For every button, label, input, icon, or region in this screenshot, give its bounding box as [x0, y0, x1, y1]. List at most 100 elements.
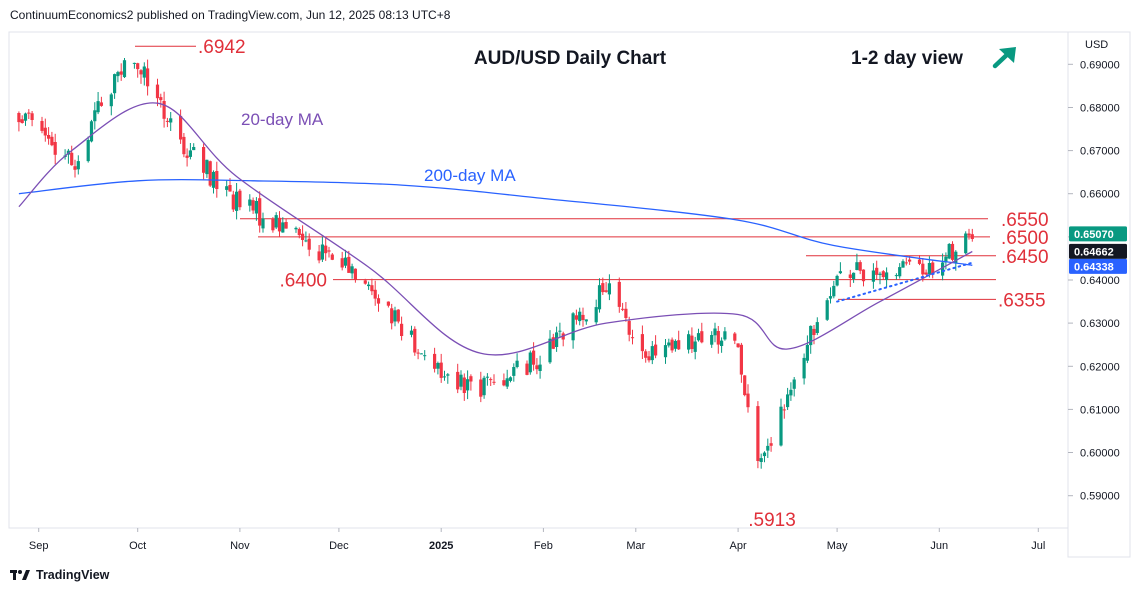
candle-144	[677, 330, 681, 350]
candle-205	[964, 231, 968, 255]
candle-45	[225, 180, 229, 197]
candle-197	[924, 269, 928, 275]
candle-16	[89, 119, 94, 143]
candle-143	[673, 339, 677, 352]
candle-65	[317, 245, 321, 264]
y-tick-2: 0.67000	[1080, 146, 1120, 158]
candle-138	[650, 341, 654, 365]
candle-129	[607, 274, 611, 301]
candle-52	[254, 197, 258, 221]
candle-108	[512, 363, 516, 382]
level-label-4: .6400	[279, 271, 327, 292]
candle-85	[409, 325, 414, 338]
candle-56	[274, 212, 278, 229]
candle-77	[370, 278, 374, 296]
candle-38	[188, 143, 192, 160]
candle-28	[142, 62, 146, 86]
level-label-5: .6355	[998, 290, 1046, 311]
candle-96	[459, 370, 463, 391]
candle-50	[248, 194, 252, 212]
candle-149	[700, 322, 704, 344]
candle-58	[281, 217, 285, 233]
time-axis[interactable]: Sep Oct Nov Dec 2025 Feb Mar Apr May Jun Jul	[29, 528, 1045, 552]
x-tick-0: Sep	[29, 540, 49, 552]
y-tick-5: 0.64000	[1080, 275, 1120, 287]
candle-87	[416, 349, 420, 360]
candle-148	[696, 328, 701, 342]
candle-130	[617, 277, 621, 313]
candle-32	[162, 91, 166, 128]
candle-12	[70, 145, 74, 166]
candle-30	[155, 78, 160, 107]
candle-93	[442, 370, 447, 381]
candle-188	[881, 270, 885, 280]
candle-24	[122, 58, 127, 78]
candle-142	[670, 337, 674, 353]
candle-47	[231, 190, 235, 212]
candle-18	[96, 92, 100, 115]
candle-170	[802, 353, 806, 385]
candle-150	[710, 331, 714, 348]
support-trendline	[836, 261, 974, 303]
candle-6	[43, 118, 47, 142]
candle-62	[301, 225, 305, 247]
candle-22	[116, 70, 120, 83]
candle-174	[815, 317, 819, 336]
candle-49	[238, 188, 242, 211]
candle-187	[878, 271, 882, 285]
x-tick-3: Dec	[329, 540, 349, 552]
candle-51	[251, 197, 255, 214]
candle-120	[571, 312, 575, 349]
ma200-label: 200-day MA	[424, 166, 516, 185]
candle-73	[350, 263, 354, 279]
level-label-3: .6450	[1001, 247, 1049, 268]
candle-118	[558, 322, 562, 338]
candle-161	[759, 453, 763, 469]
candle-176	[828, 287, 833, 304]
candle-156	[736, 343, 740, 348]
candle-14	[76, 155, 80, 175]
attribution-text: ContinuumEconomics2 published on Trading…	[10, 8, 451, 22]
candle-206	[967, 228, 971, 240]
x-tick-10: Jul	[1031, 540, 1045, 552]
candle-125	[594, 299, 598, 325]
price-axis[interactable]: 0.690000.680000.670000.660000.650000.640…	[1068, 59, 1120, 503]
svg-text:0.65070: 0.65070	[1074, 229, 1114, 241]
candle-69	[330, 253, 334, 261]
candle-84	[400, 316, 404, 341]
candle-68	[327, 246, 331, 258]
ma20-line	[18, 102, 973, 356]
candle-98	[466, 370, 470, 400]
candle-191	[898, 263, 902, 279]
candle-113	[535, 358, 539, 375]
x-tick-8: May	[827, 540, 848, 552]
candle-21	[113, 73, 117, 99]
candle-100	[479, 371, 483, 403]
candle-25	[132, 62, 136, 69]
tradingview-footer[interactable]: TradingView	[10, 568, 109, 582]
candle-123	[581, 307, 585, 327]
candle-109	[515, 353, 519, 369]
candle-75	[363, 278, 367, 285]
candle-31	[159, 93, 163, 108]
y-tick-3: 0.66000	[1080, 189, 1120, 201]
x-tick-4: 2025	[429, 540, 453, 552]
candle-92	[439, 353, 443, 383]
level-label-6: .5913	[748, 510, 796, 531]
candle-57	[277, 211, 282, 237]
candle-186	[875, 260, 879, 280]
candle-64	[307, 233, 311, 257]
y-tick-9: 0.60000	[1080, 448, 1120, 460]
candle-199	[931, 259, 935, 279]
candle-35	[179, 109, 183, 144]
candle-83	[396, 309, 400, 324]
candle-104	[492, 374, 496, 385]
candle-134	[630, 329, 635, 345]
candle-173	[812, 325, 816, 345]
y-tick-6: 0.63000	[1080, 318, 1120, 330]
y-tick-7: 0.62000	[1080, 361, 1120, 373]
candle-180	[848, 269, 852, 287]
price-tag-1: 0.64662	[1069, 243, 1127, 259]
candle-189	[885, 267, 889, 287]
